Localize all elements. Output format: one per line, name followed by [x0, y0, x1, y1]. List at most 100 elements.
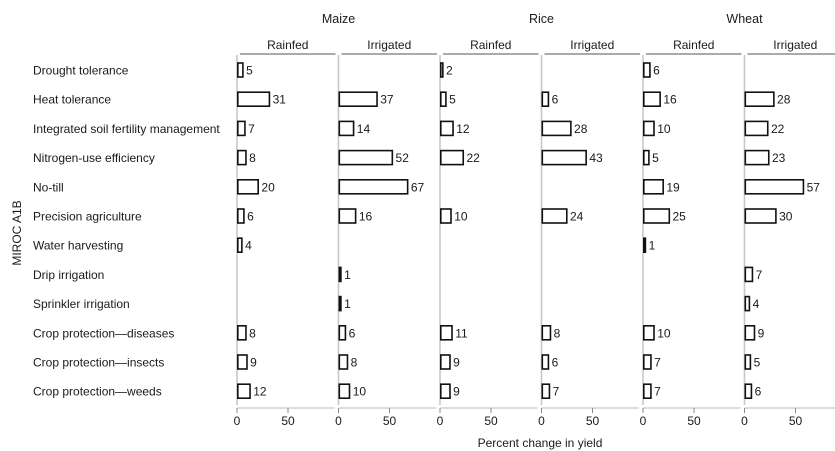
bar-maize-irrigated-nitrogen-use-efficiency: [338, 149, 394, 166]
row-label-crop-protection-weeds: Crop protection—weeds: [33, 385, 162, 399]
value-label-maize-irrigated-precision-agriculture: 16: [359, 210, 373, 224]
value-label-wheat-irrigated-no-till: 57: [807, 180, 821, 194]
bar-rice-irrigated-precision-agriculture: [541, 208, 568, 224]
value-label-maize-irrigated-heat-tolerance: 37: [380, 93, 394, 107]
regime-label-maize-irrigated: Irrigated: [367, 38, 411, 52]
crop-label-maize: Maize: [322, 12, 355, 26]
bar-rice-rainfed-crop-protection-weeds: [439, 383, 451, 400]
bar-wheat-irrigated-sprinkler-irrigation: [744, 295, 751, 312]
value-label-wheat-irrigated-nitrogen-use-efficiency: 23: [772, 151, 786, 165]
row-label-drip-irrigation: Drip irrigation: [33, 268, 104, 282]
bar-maize-rainfed-water-harvesting: [237, 237, 243, 253]
regime-label-rice-irrigated: Irrigated: [570, 38, 614, 52]
value-label-wheat-irrigated-crop-protection-insects: 5: [754, 356, 761, 370]
value-label-maize-rainfed-no-till: 20: [261, 180, 275, 194]
value-label-rice-rainfed-integrated-soil-fertility-management: 12: [456, 122, 470, 136]
value-label-wheat-irrigated-heat-tolerance: 28: [777, 93, 791, 107]
value-label-rice-irrigated-crop-protection-insects: 6: [552, 356, 559, 370]
x-tick-label-wheat-rainfed-0: 0: [640, 414, 647, 428]
bar-maize-irrigated-heat-tolerance: [338, 91, 378, 107]
crop-label-wheat: Wheat: [726, 12, 763, 26]
bar-wheat-rainfed-nitrogen-use-efficiency: [642, 149, 650, 166]
value-label-rice-irrigated-nitrogen-use-efficiency: 43: [589, 151, 603, 165]
row-label-crop-protection-diseases: Crop protection—diseases: [33, 326, 174, 340]
bar-maize-rainfed-crop-protection-insects: [237, 354, 248, 370]
bar-wheat-rainfed-drought-tolerance: [642, 62, 651, 78]
value-label-wheat-rainfed-heat-tolerance: 16: [663, 93, 677, 107]
bar-wheat-rainfed-water-harvesting: [642, 237, 647, 253]
bar-maize-irrigated-crop-protection-weeds: [338, 383, 351, 400]
bar-maize-irrigated-integrated-soil-fertility-management: [338, 120, 355, 137]
bar-rice-irrigated-crop-protection-insects: [541, 354, 550, 370]
value-label-rice-rainfed-nitrogen-use-efficiency: 22: [466, 151, 480, 165]
x-tick-label-wheat-irrigated-50: 50: [789, 414, 803, 428]
bar-maize-irrigated-no-till: [338, 179, 409, 195]
bar-maize-irrigated-crop-protection-insects: [338, 354, 349, 370]
bar-rice-rainfed-nitrogen-use-efficiency: [439, 149, 465, 166]
bar-wheat-rainfed-crop-protection-weeds: [642, 383, 652, 400]
bar-rice-rainfed-precision-agriculture: [439, 208, 452, 224]
bar-rice-rainfed-crop-protection-insects: [439, 354, 451, 370]
value-label-wheat-rainfed-drought-tolerance: 6: [653, 64, 660, 78]
value-label-maize-irrigated-no-till: 67: [411, 180, 425, 194]
value-label-rice-irrigated-precision-agriculture: 24: [570, 210, 584, 224]
bar-wheat-irrigated-heat-tolerance: [744, 91, 775, 107]
value-label-wheat-rainfed-precision-agriculture: 25: [673, 210, 687, 224]
row-label-nitrogen-use-efficiency: Nitrogen-use efficiency: [33, 151, 155, 165]
bar-maize-irrigated-crop-protection-diseases: [338, 324, 347, 341]
value-label-maize-irrigated-nitrogen-use-efficiency: 52: [396, 151, 410, 165]
value-label-wheat-rainfed-no-till: 19: [666, 180, 680, 194]
x-axis-title: Percent change in yield: [478, 436, 603, 450]
bar-wheat-rainfed-crop-protection-diseases: [642, 324, 655, 341]
bar-rice-irrigated-crop-protection-diseases: [541, 324, 552, 341]
x-tick-label-rice-irrigated-0: 0: [538, 414, 545, 428]
value-label-maize-rainfed-heat-tolerance: 31: [273, 93, 287, 107]
x-tick-label-wheat-rainfed-50: 50: [687, 414, 701, 428]
bar-wheat-irrigated-nitrogen-use-efficiency: [744, 149, 770, 166]
crop-label-rice: Rice: [529, 12, 554, 26]
value-label-maize-irrigated-drip-irrigation: 1: [344, 268, 351, 282]
value-label-maize-irrigated-crop-protection-weeds: 10: [353, 385, 367, 399]
row-label-drought-tolerance: Drought tolerance: [33, 64, 129, 78]
bar-wheat-irrigated-crop-protection-diseases: [744, 324, 756, 341]
value-label-maize-rainfed-precision-agriculture: 6: [247, 210, 254, 224]
value-label-maize-rainfed-crop-protection-insects: 9: [250, 356, 257, 370]
x-tick-label-maize-irrigated-0: 0: [335, 414, 342, 428]
value-label-wheat-rainfed-crop-protection-diseases: 10: [657, 326, 671, 340]
row-label-precision-agriculture: Precision agriculture: [33, 210, 142, 224]
bar-maize-irrigated-sprinkler-irrigation: [338, 295, 342, 312]
value-label-rice-rainfed-crop-protection-insects: 9: [453, 356, 460, 370]
bar-maize-rainfed-precision-agriculture: [237, 208, 245, 224]
value-label-rice-rainfed-heat-tolerance: 5: [449, 93, 456, 107]
row-label-sprinkler-irrigation: Sprinkler irrigation: [33, 297, 130, 311]
value-label-wheat-rainfed-crop-protection-insects: 7: [654, 356, 661, 370]
bar-wheat-rainfed-heat-tolerance: [642, 91, 661, 107]
bar-rice-rainfed-drought-tolerance: [439, 62, 444, 78]
bar-wheat-irrigated-integrated-soil-fertility-management: [744, 120, 769, 137]
bar-maize-irrigated-drip-irrigation: [338, 266, 342, 283]
bar-maize-rainfed-heat-tolerance: [237, 91, 271, 107]
bar-rice-irrigated-nitrogen-use-efficiency: [541, 149, 587, 166]
value-label-wheat-irrigated-crop-protection-diseases: 9: [758, 326, 765, 340]
bar-maize-rainfed-crop-protection-weeds: [237, 383, 251, 400]
value-label-rice-irrigated-heat-tolerance: 6: [552, 93, 559, 107]
bar-wheat-rainfed-no-till: [642, 179, 664, 195]
bar-rice-irrigated-integrated-soil-fertility-management: [541, 120, 572, 137]
x-tick-label-rice-rainfed-0: 0: [437, 414, 444, 428]
value-label-wheat-irrigated-crop-protection-weeds: 6: [755, 385, 762, 399]
value-label-rice-irrigated-crop-protection-diseases: 8: [554, 326, 561, 340]
bar-rice-rainfed-crop-protection-diseases: [439, 324, 453, 341]
bar-rice-rainfed-heat-tolerance: [439, 91, 447, 107]
bar-maize-rainfed-crop-protection-diseases: [237, 324, 247, 341]
value-label-rice-rainfed-drought-tolerance: 2: [446, 64, 453, 78]
value-label-maize-irrigated-crop-protection-insects: 8: [351, 356, 358, 370]
bar-wheat-irrigated-crop-protection-weeds: [744, 383, 753, 400]
value-label-rice-rainfed-crop-protection-diseases: 11: [455, 326, 468, 340]
row-label-no-till: No-till: [33, 180, 64, 194]
regime-label-maize-rainfed: Rainfed: [267, 38, 308, 52]
x-tick-label-maize-rainfed-0: 0: [234, 414, 241, 428]
value-label-rice-rainfed-crop-protection-weeds: 9: [453, 385, 460, 399]
x-tick-label-rice-irrigated-50: 50: [586, 414, 600, 428]
row-label-water-harvesting: Water harvesting: [33, 239, 123, 253]
bar-maize-irrigated-precision-agriculture: [338, 208, 357, 224]
